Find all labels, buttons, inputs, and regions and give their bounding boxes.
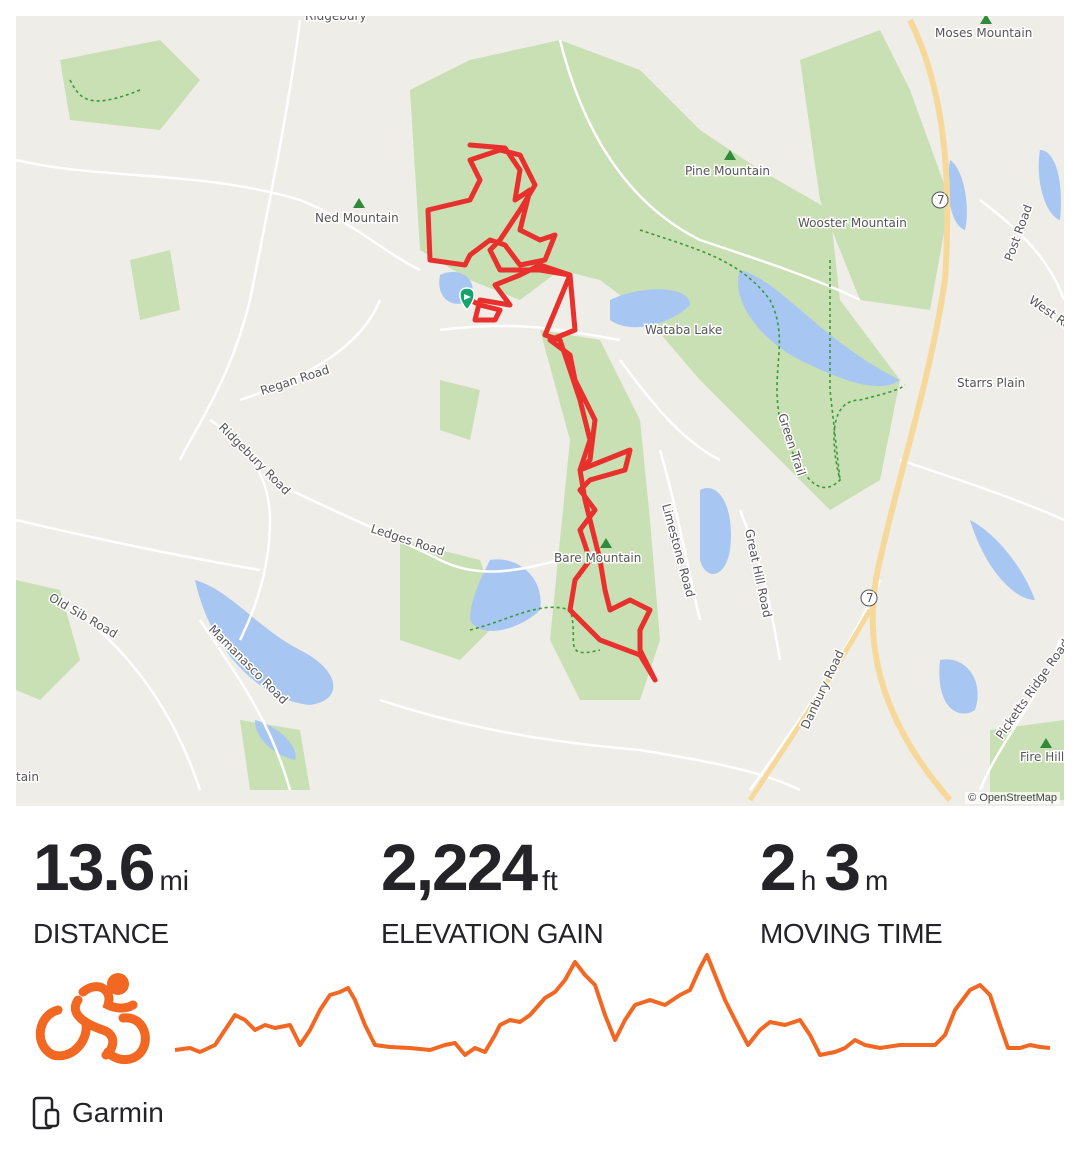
map-attribution[interactable]: © OpenStreetMap (965, 792, 1060, 804)
map-label: Danbury Road (798, 648, 847, 731)
device-info: Garmin (32, 1096, 164, 1130)
map-label: Fire Hill (1020, 750, 1064, 764)
map-label: Regan Road (259, 362, 332, 397)
map-label: 7 (937, 193, 945, 207)
stat-elevation-gain: 2,224 ft ELEVATION GAIN (381, 830, 604, 950)
cycling-icon (35, 973, 150, 1065)
map-label: West Redd (1026, 293, 1064, 341)
elevation-label: ELEVATION GAIN (381, 918, 604, 949)
elevation-value: 2,224 (381, 830, 538, 904)
map-label: tain (16, 770, 39, 784)
map-label: Wooster Mountain (798, 216, 907, 230)
minutes-unit: m (865, 865, 889, 896)
activity-route (425, 142, 658, 683)
map-label: Ridgebury (305, 16, 367, 23)
hours-unit: h (800, 865, 817, 896)
map-canvas: Ridgebury Moses Mountain Pine Mountain Ned … (16, 16, 1064, 802)
map-label: Ridgebury Road (216, 420, 293, 497)
map-label: Limestone Road (659, 502, 697, 599)
start-marker[interactable] (459, 287, 475, 312)
hours-value: 2 (760, 830, 797, 904)
map-label: Moses Mountain (935, 26, 1032, 40)
device-name: Garmin (72, 1097, 164, 1128)
map-label: Starrs Plain (957, 376, 1025, 390)
map-label: Ned Mountain (315, 211, 399, 225)
map-label: Bare Mountain (554, 551, 641, 565)
map-label: Wataba Lake (645, 323, 722, 337)
danbury-road (747, 608, 873, 802)
distance-label: DISTANCE (33, 918, 169, 949)
map-label: Great Hill Road (742, 528, 774, 619)
map-label: 7 (866, 591, 874, 605)
distance-unit: mi (159, 865, 190, 896)
map-label: Pine Mountain (685, 164, 770, 178)
route-map[interactable]: Ridgebury Moses Mountain Pine Mountain Ned … (16, 16, 1064, 806)
moving-time-label: MOVING TIME (760, 918, 943, 949)
elevation-unit: ft (542, 865, 558, 896)
route-shield-icon (860, 589, 878, 607)
route-shield-icon (931, 191, 949, 209)
forest-areas (16, 30, 1064, 800)
map-label: Post Road (1002, 203, 1035, 263)
minutes-value: 3 (824, 830, 861, 904)
stat-distance: 13.6 mi DISTANCE (33, 832, 197, 950)
elevation-line (174, 953, 1051, 1057)
elevation-profile (174, 953, 1051, 1057)
distance-value: 13.6 (33, 830, 155, 904)
watch-phone-icon (32, 1096, 60, 1130)
route-7-highway (869, 18, 953, 802)
peak-icons (353, 16, 1052, 748)
